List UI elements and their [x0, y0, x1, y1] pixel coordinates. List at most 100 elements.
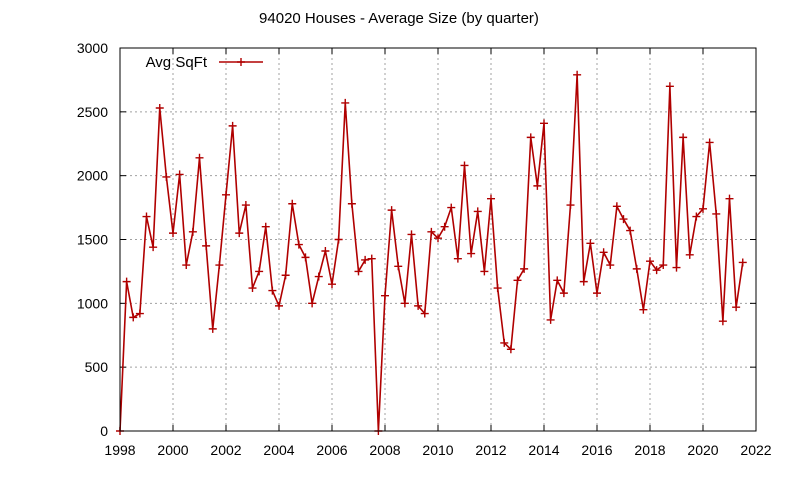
data-point	[400, 299, 409, 308]
data-point	[122, 277, 131, 286]
data-point	[288, 199, 297, 208]
data-point	[440, 222, 449, 231]
series-layer	[116, 70, 747, 435]
grid	[120, 48, 756, 431]
data-point	[281, 271, 290, 280]
data-point	[533, 181, 542, 190]
data-point	[314, 272, 323, 281]
data-point	[387, 206, 396, 215]
data-point	[685, 250, 694, 259]
data-point	[275, 301, 283, 310]
data-point	[646, 257, 654, 266]
data-point	[235, 229, 244, 238]
y-tick-label: 2000	[77, 168, 108, 184]
x-tick-label: 2016	[581, 442, 612, 458]
legend-marker	[237, 58, 245, 66]
y-tick-label: 1500	[77, 232, 108, 248]
data-point	[308, 299, 317, 308]
data-point	[321, 246, 330, 255]
data-point	[659, 261, 668, 270]
data-point	[738, 258, 747, 267]
data-point	[294, 240, 303, 249]
data-point	[712, 209, 721, 218]
data-point	[149, 243, 158, 252]
data-point	[248, 284, 257, 293]
x-tick-label: 2008	[369, 442, 400, 458]
data-point	[255, 267, 264, 276]
data-point	[142, 212, 151, 221]
data-point	[182, 261, 191, 270]
y-tick-label: 0	[100, 423, 108, 439]
data-point	[606, 261, 615, 270]
data-point	[188, 227, 197, 236]
data-point	[473, 207, 482, 216]
data-point	[546, 315, 555, 324]
data-point	[619, 215, 628, 224]
data-point	[301, 253, 310, 262]
data-point	[208, 324, 217, 333]
data-point	[334, 235, 343, 244]
data-point	[361, 255, 370, 264]
data-point	[135, 309, 144, 318]
x-tick-label: 2020	[687, 442, 718, 458]
data-point	[652, 266, 661, 275]
x-tick-label: 2002	[210, 442, 241, 458]
data-point	[407, 230, 416, 239]
data-point	[725, 194, 734, 203]
plot-frame	[119, 47, 757, 432]
data-point	[354, 267, 363, 276]
data-point	[155, 104, 164, 113]
data-point	[665, 82, 674, 91]
data-point	[500, 338, 509, 347]
data-point	[222, 190, 230, 199]
data-point	[202, 241, 211, 250]
data-point	[480, 267, 489, 276]
data-point	[367, 254, 376, 263]
legend-label: Avg SqFt	[146, 54, 208, 71]
series-line	[119, 74, 744, 432]
y-tick-label: 2500	[77, 104, 108, 120]
data-point	[566, 201, 575, 210]
data-point	[626, 226, 635, 235]
tick-labels: 1998 2000 2002 2004 2006 2008 2010 2012 2014 2016…	[77, 40, 772, 458]
data-point	[169, 229, 177, 238]
data-point	[261, 222, 270, 231]
data-point	[672, 263, 681, 272]
y-tick-label: 500	[85, 359, 109, 375]
data-point	[612, 202, 621, 211]
data-point	[347, 199, 356, 208]
x-tick-label: 2000	[157, 442, 188, 458]
data-point	[573, 70, 582, 79]
data-point	[427, 227, 436, 236]
data-point	[718, 317, 727, 326]
x-tick-label: 2018	[634, 442, 665, 458]
data-point	[215, 261, 224, 270]
data-point	[526, 133, 535, 142]
y-tick-label: 3000	[77, 40, 108, 56]
data-point	[586, 239, 595, 248]
data-point	[175, 170, 184, 179]
x-tick-label: 2004	[263, 442, 294, 458]
data-point	[705, 138, 714, 147]
x-tick-label: 2014	[528, 442, 559, 458]
data-point	[394, 262, 403, 271]
data-point	[579, 277, 588, 286]
data-point	[593, 289, 601, 298]
data-point	[420, 309, 429, 318]
data-point	[699, 204, 707, 213]
data-point	[129, 313, 138, 322]
data-point	[540, 119, 548, 128]
x-tick-label: 2006	[316, 442, 347, 458]
data-point	[447, 203, 456, 212]
data-point	[453, 254, 462, 263]
data-point	[513, 276, 522, 285]
data-point	[414, 301, 423, 310]
data-point	[162, 172, 171, 181]
data-point	[559, 289, 568, 298]
data-point	[493, 284, 502, 293]
data-point	[692, 212, 701, 221]
data-point	[599, 248, 608, 257]
y-tick-label: 1000	[77, 295, 108, 311]
data-point	[732, 303, 741, 312]
